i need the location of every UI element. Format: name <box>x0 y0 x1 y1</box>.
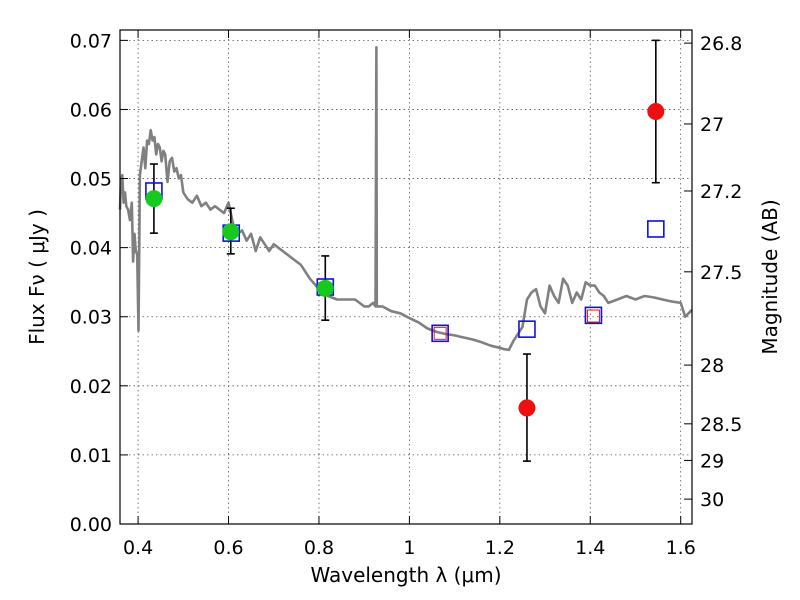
x-tick-label: 1.4 <box>575 537 605 559</box>
observed-point-green <box>145 190 163 208</box>
x-tick-label: 1 <box>403 537 415 559</box>
x-tick-label: 0.4 <box>123 537 153 559</box>
spectrum-line <box>118 46 693 352</box>
right-tick-label: 29 <box>700 450 724 472</box>
model-flux-small-square <box>433 326 447 340</box>
x-tick-label: 0.8 <box>304 537 334 559</box>
y-tick-label: 0.02 <box>70 376 112 398</box>
right-tick-label: 27.2 <box>700 181 742 203</box>
observed-point-red <box>647 103 665 121</box>
grid <box>120 30 692 524</box>
right-tick-label: 28.5 <box>700 414 742 436</box>
y-tick-label: 0.01 <box>70 445 112 467</box>
y-tick-label: 0.05 <box>70 169 112 191</box>
observed-point-red <box>518 399 536 417</box>
right-tick-label: 30 <box>700 489 724 511</box>
model-flux-square <box>584 306 603 325</box>
model-flux-small-square <box>586 309 600 323</box>
model-flux-square <box>431 324 449 343</box>
x-tick-label: 1.2 <box>485 537 515 559</box>
x-tick-label: 0.6 <box>213 537 243 559</box>
right-tick-label: 26.8 <box>700 33 742 55</box>
y-tick-label: 0.07 <box>70 30 112 52</box>
observed-point-green <box>316 279 334 297</box>
observed-point-green <box>222 223 240 241</box>
right-tick-label: 27.5 <box>700 262 742 284</box>
y-axis-title: Flux Fν ( μJy ) <box>25 209 49 345</box>
right-tick-label: 28 <box>700 355 724 377</box>
data-points <box>145 39 665 462</box>
y-tick-label: 0.06 <box>70 99 112 121</box>
plot-frame <box>119 29 693 525</box>
y-tick-label: 0.00 <box>70 514 112 536</box>
x-tick-label: 1.6 <box>666 537 696 559</box>
y-tick-label: 0.04 <box>70 238 112 260</box>
model-spectrum <box>118 46 693 352</box>
x-axis-title: Wavelength λ (μm) <box>310 563 501 587</box>
model-flux-square <box>518 320 536 338</box>
y-right-axis-title: Magnitude (AB) <box>758 199 782 354</box>
model-flux-square <box>647 220 665 238</box>
y-tick-label: 0.03 <box>70 307 112 329</box>
axes-ticks: 0.4 0.6 0.8 1 1.2 1.4 1.6 0.00 0.01 0.02 0.03 0.04 0… <box>70 30 742 559</box>
right-tick-label: 27 <box>700 114 724 136</box>
